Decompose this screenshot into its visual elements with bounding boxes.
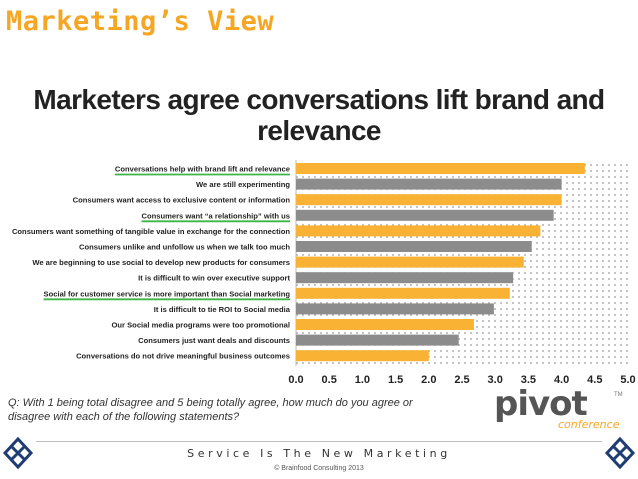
bar xyxy=(296,163,585,174)
bar xyxy=(296,256,524,268)
bar xyxy=(296,209,554,221)
category-label: It is difficult to win over executive su… xyxy=(138,274,290,283)
x-tick-label: 1.0 xyxy=(355,374,370,386)
category-label: Social for customer service is more impo… xyxy=(44,289,291,298)
logo-word: pivot xyxy=(494,384,588,424)
x-tick-label: 4.5 xyxy=(587,374,602,386)
x-tick-label: 3.5 xyxy=(521,374,536,386)
footer-divider xyxy=(36,441,602,442)
bar xyxy=(296,287,510,299)
bar xyxy=(296,225,541,237)
x-tick-label: 0.5 xyxy=(322,374,337,386)
bar xyxy=(296,334,459,346)
x-tick-label: 0.0 xyxy=(288,374,303,386)
x-tick-label: 1.5 xyxy=(388,374,403,386)
chart-title: Marketers agree conversations lift brand… xyxy=(33,84,605,146)
category-labels: Conversations help with brand lift and r… xyxy=(12,165,291,361)
logo-trademark: TM xyxy=(614,392,623,398)
survey-question: Q: With 1 being total disagree and 5 bei… xyxy=(8,397,413,423)
pivot-logo: pivot TM conference xyxy=(494,384,634,432)
category-label: We are still experimenting xyxy=(196,180,290,189)
x-tick-label: 2.0 xyxy=(421,374,436,386)
category-label: Consumers want something of tangible val… xyxy=(12,227,290,236)
slide-title: Marketing’s View xyxy=(6,6,275,37)
bar xyxy=(296,241,532,252)
category-label: Conversations help with brand lift and r… xyxy=(115,165,290,174)
bar xyxy=(296,194,562,206)
footer-tagline: Service Is The New Marketing xyxy=(187,447,451,460)
bars-group xyxy=(296,163,585,362)
bar xyxy=(296,178,562,190)
category-label: Consumers want access to exclusive conte… xyxy=(73,196,291,205)
category-label: It is difficult to tie ROI to Social med… xyxy=(154,305,291,314)
category-label: Our Social media programs were too promo… xyxy=(112,321,291,330)
x-tick-label: 2.5 xyxy=(454,374,469,386)
category-label: We are beginning to use social to develo… xyxy=(32,258,290,267)
bar xyxy=(296,350,429,362)
x-tick-label: 3.0 xyxy=(488,374,503,386)
x-tick-label: 4.0 xyxy=(554,374,569,386)
corner-logo-right-icon xyxy=(604,436,636,470)
footer-copyright: © Brainfood Consulting 2013 xyxy=(274,465,364,472)
category-label: Conversations do not drive meaningful bu… xyxy=(76,352,290,361)
logo-subtitle: conference xyxy=(558,418,620,431)
bar xyxy=(296,319,474,330)
x-tick-labels: 0.0 0.5 1.0 1.5 2.0 2.5 3.0 3.5 4.0 4.5 5.0 xyxy=(288,374,635,386)
category-label: Consumers unlike and unfollow us when we… xyxy=(79,243,290,252)
category-label: Consumers just want deals and discounts xyxy=(138,336,290,345)
corner-logo-left-icon xyxy=(2,436,34,470)
category-label: Consumers want “a relationship” with us xyxy=(141,211,290,220)
x-tick-label: 5.0 xyxy=(620,374,635,386)
bar xyxy=(296,272,514,284)
bar xyxy=(296,303,494,315)
